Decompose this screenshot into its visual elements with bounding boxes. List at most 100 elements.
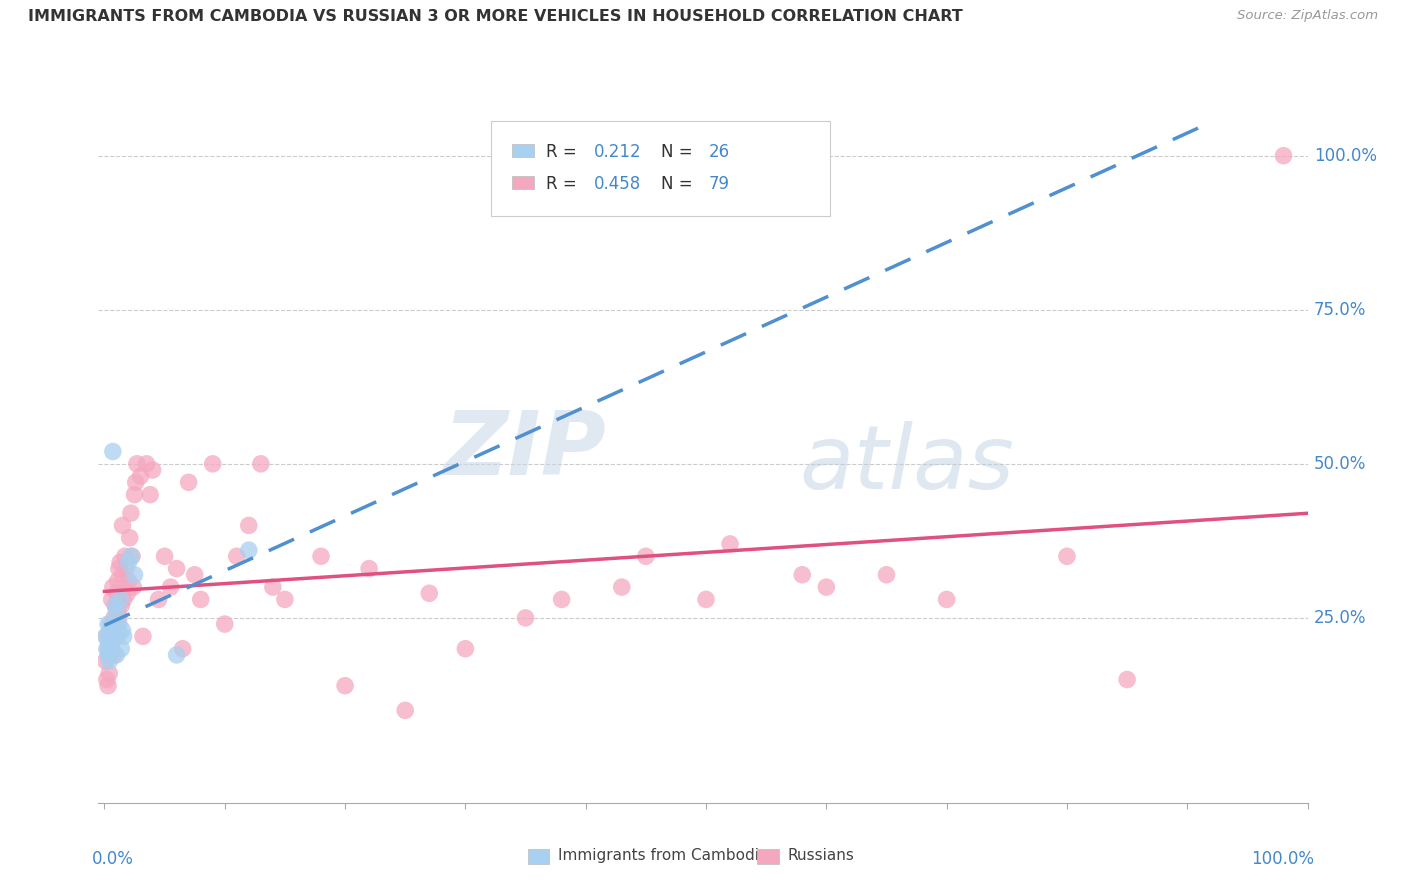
Point — [238, 518, 260, 533]
Point — [111, 518, 134, 533]
Point — [129, 469, 152, 483]
Point — [94, 654, 117, 668]
Text: 0.212: 0.212 — [595, 143, 641, 161]
Text: 100.0%: 100.0% — [1313, 146, 1376, 165]
Point — [718, 537, 741, 551]
Point — [250, 457, 273, 471]
Text: Russians: Russians — [787, 848, 855, 863]
Point — [695, 592, 717, 607]
Point — [201, 457, 224, 471]
Point — [100, 641, 122, 656]
Point — [117, 586, 139, 600]
Point — [108, 561, 131, 575]
Point — [142, 463, 165, 477]
Point — [122, 580, 145, 594]
Point — [125, 457, 148, 471]
Point — [815, 580, 838, 594]
Point — [100, 635, 122, 649]
Text: N =: N = — [661, 143, 697, 161]
Point — [214, 617, 236, 632]
Text: 25.0%: 25.0% — [1313, 609, 1367, 627]
Point — [274, 592, 297, 607]
Point — [190, 592, 212, 607]
Text: N =: N = — [661, 175, 697, 193]
Point — [100, 592, 122, 607]
Point — [172, 641, 194, 656]
Point — [107, 574, 129, 588]
Point — [166, 561, 188, 575]
Point — [96, 641, 118, 656]
Point — [107, 605, 129, 619]
Point — [117, 574, 139, 588]
Text: 0.0%: 0.0% — [93, 850, 134, 868]
Point — [105, 586, 128, 600]
Point — [454, 641, 477, 656]
Point — [125, 475, 148, 490]
Point — [120, 549, 142, 564]
Text: IMMIGRANTS FROM CAMBODIA VS RUSSIAN 3 OR MORE VEHICLES IN HOUSEHOLD CORRELATION : IMMIGRANTS FROM CAMBODIA VS RUSSIAN 3 OR… — [28, 9, 963, 24]
Point — [103, 611, 125, 625]
Point — [159, 580, 181, 594]
Point — [98, 654, 121, 668]
FancyBboxPatch shape — [492, 121, 830, 217]
Point — [394, 703, 416, 717]
Text: 79: 79 — [709, 175, 730, 193]
Point — [309, 549, 332, 564]
Point — [105, 617, 128, 632]
Point — [110, 599, 132, 613]
Point — [96, 629, 118, 643]
Point — [105, 648, 128, 662]
Point — [935, 592, 957, 607]
Point — [104, 629, 127, 643]
Point — [153, 549, 176, 564]
Point — [101, 624, 124, 638]
Point — [183, 567, 205, 582]
Text: 100.0%: 100.0% — [1250, 850, 1313, 868]
Point — [97, 648, 120, 662]
Bar — [758, 849, 779, 863]
Point — [333, 679, 356, 693]
Text: ZIP: ZIP — [443, 407, 606, 494]
Point — [112, 592, 135, 607]
Point — [550, 592, 572, 607]
Point — [610, 580, 633, 594]
Point — [110, 641, 132, 656]
Point — [115, 561, 138, 575]
Point — [98, 666, 121, 681]
Point — [515, 611, 537, 625]
Point — [1116, 673, 1139, 687]
Point — [124, 488, 146, 502]
Point — [100, 617, 122, 632]
Point — [98, 629, 121, 643]
Point — [177, 475, 200, 490]
Text: R =: R = — [546, 143, 582, 161]
Point — [1056, 549, 1078, 564]
Point — [104, 599, 127, 613]
Point — [132, 629, 155, 643]
Point — [1272, 149, 1295, 163]
Point — [112, 629, 135, 643]
Text: atlas: atlas — [800, 421, 1015, 507]
Point — [103, 648, 125, 662]
Point — [101, 444, 124, 458]
Point — [108, 556, 131, 570]
Point — [114, 549, 136, 564]
Point — [101, 617, 124, 632]
Point — [100, 648, 122, 662]
Point — [108, 592, 131, 607]
Text: 75.0%: 75.0% — [1313, 301, 1367, 318]
Point — [418, 586, 440, 600]
Bar — [512, 176, 534, 189]
Point — [108, 592, 131, 607]
Point — [135, 457, 157, 471]
Point — [792, 567, 814, 582]
Text: Source: ZipAtlas.com: Source: ZipAtlas.com — [1237, 9, 1378, 22]
Point — [101, 580, 124, 594]
Point — [97, 617, 120, 632]
Point — [100, 624, 122, 638]
Bar — [527, 849, 550, 863]
Point — [121, 549, 143, 564]
Point — [111, 567, 134, 582]
Point — [97, 679, 120, 693]
Point — [262, 580, 284, 594]
